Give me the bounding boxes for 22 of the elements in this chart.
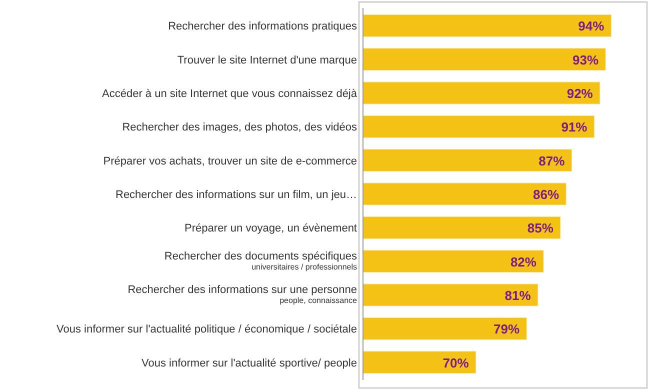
y-tick-label: Rechercher des informations sur un film, un jeu… bbox=[116, 189, 357, 201]
data-label: 82% bbox=[510, 254, 537, 270]
y-tick-label: Préparer vos achats, trouver un site de e-commerce bbox=[103, 155, 357, 168]
data-label: 86% bbox=[533, 187, 560, 202]
y-tick-label: Vous informer sur l'actualité politique / économique / sociétale bbox=[56, 324, 357, 336]
y-tick-label: Trouver le site Internet d'une marque bbox=[177, 54, 357, 66]
y-tick-label: Rechercher des informations sur une personne people, connaissance bbox=[128, 284, 358, 305]
y-tick-label: Rechercher des images, des photos, des vidéos bbox=[122, 122, 358, 134]
y-tick-label: Rechercher des documents spécifiques universitaires / professionnels bbox=[164, 250, 358, 272]
data-label: 81% bbox=[504, 288, 532, 303]
data-label: 70% bbox=[442, 355, 470, 370]
y-tick-label: Accéder à un site Internet que vous connaissez déjà bbox=[102, 88, 358, 100]
data-label: 94% bbox=[578, 18, 605, 34]
data-label: 87% bbox=[538, 153, 566, 168]
data-label: 92% bbox=[566, 86, 594, 102]
data-label: 93% bbox=[572, 52, 599, 68]
data-label: 91% bbox=[561, 120, 588, 135]
y-tick-label: Préparer un voyage, un évènement bbox=[184, 222, 357, 235]
y-tick-label: Rechercher des informations pratiques bbox=[168, 20, 358, 33]
data-label: 85% bbox=[527, 220, 554, 236]
y-tick-label: Vous informer sur l'actualité sportive/ people bbox=[142, 357, 357, 370]
data-label: 79% bbox=[494, 322, 520, 337]
